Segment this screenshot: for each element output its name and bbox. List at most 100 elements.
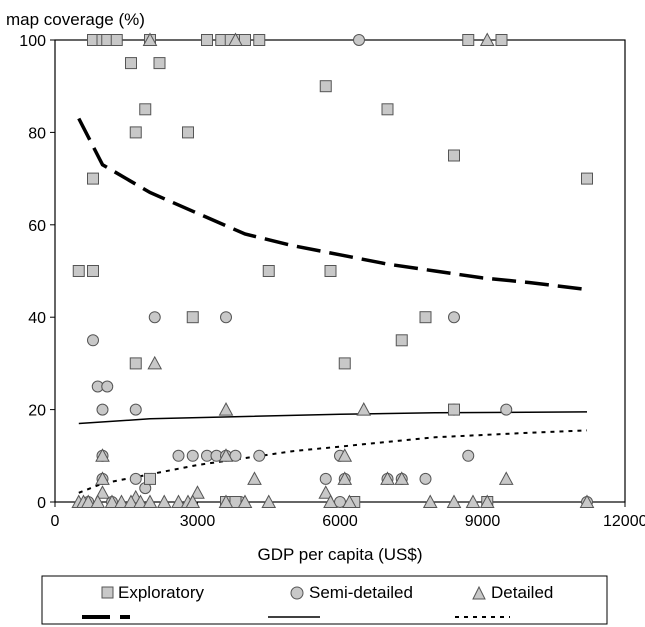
point-detailed — [147, 355, 163, 370]
point-semi-detailed — [253, 449, 266, 462]
point-detailed — [218, 448, 234, 462]
point-exploratory — [186, 311, 199, 324]
point-exploratory — [87, 172, 99, 185]
point-semi-detailed — [186, 449, 199, 462]
point-exploratory — [462, 34, 475, 46]
point-exploratory — [448, 149, 460, 162]
point-semi-detailed — [319, 472, 332, 485]
x-tick-label: 3000 — [180, 513, 216, 530]
legend-marker-detailed — [472, 585, 486, 600]
point-detailed — [394, 471, 410, 485]
point-detailed — [237, 494, 253, 508]
point-exploratory — [144, 472, 156, 485]
legend-marker-exploratory — [101, 586, 114, 599]
point-detailed — [95, 471, 110, 485]
point-exploratory — [495, 34, 508, 46]
point-semi-detailed — [129, 472, 142, 485]
point-semi-detailed — [448, 311, 460, 324]
point-exploratory — [125, 57, 137, 70]
legend-label-semi-detailed: Semi-detailed — [309, 583, 413, 602]
point-exploratory — [319, 80, 332, 93]
point-detailed — [422, 494, 438, 508]
point-semi-detailed — [129, 403, 142, 416]
x-tick-label: 0 — [51, 513, 60, 530]
point-detailed — [356, 402, 372, 416]
point-semi-detailed — [148, 311, 161, 324]
point-exploratory — [201, 34, 213, 46]
point-semi-detailed — [172, 449, 185, 462]
point-exploratory — [395, 334, 408, 347]
y-axis-title: map coverage (%) — [6, 10, 145, 29]
point-semi-detailed — [96, 403, 109, 416]
point-detailed — [446, 494, 462, 508]
point-detailed — [90, 494, 106, 508]
point-detailed — [133, 494, 148, 508]
point-detailed — [80, 494, 96, 508]
point-detailed — [142, 32, 158, 46]
point-detailed — [337, 471, 353, 485]
point-detailed — [380, 471, 395, 485]
point-detailed — [337, 448, 353, 462]
point-exploratory — [324, 265, 337, 277]
point-exploratory — [129, 126, 142, 139]
legend-box — [41, 575, 608, 625]
point-detailed — [95, 485, 110, 499]
point-semi-detailed — [462, 449, 475, 462]
point-detailed — [95, 448, 110, 462]
legend-marker-semi-detailed — [290, 586, 304, 600]
point-exploratory — [253, 34, 266, 46]
point-exploratory — [182, 126, 194, 139]
point-exploratory — [381, 103, 394, 116]
x-tick-label: 12000 — [603, 513, 645, 530]
point-detailed — [261, 494, 277, 508]
point-semi-detailed — [220, 311, 232, 324]
point-detailed — [498, 471, 514, 485]
point-semi-detailed — [101, 380, 114, 393]
legend-label-detailed: Detailed — [491, 583, 553, 602]
point-detailed — [579, 494, 595, 508]
point-detailed — [342, 494, 357, 508]
point-exploratory — [448, 403, 460, 416]
trend-line-short-dash — [78, 429, 588, 494]
point-exploratory — [110, 34, 123, 46]
y-tick-label: 80 — [28, 125, 46, 142]
point-detailed — [465, 494, 481, 508]
legend-label-exploratory: Exploratory — [118, 583, 204, 602]
point-detailed — [156, 494, 172, 508]
point-detailed — [142, 494, 158, 508]
point-exploratory — [139, 103, 152, 116]
y-tick-label: 40 — [28, 310, 46, 327]
point-detailed — [185, 494, 201, 508]
point-detailed — [479, 494, 495, 508]
point-detailed — [123, 494, 139, 508]
point-semi-detailed — [419, 472, 432, 485]
point-detailed — [318, 485, 334, 499]
y-tick-label: 0 — [37, 495, 46, 512]
trend-line-solid — [78, 411, 588, 425]
point-semi-detailed — [500, 403, 513, 416]
point-detailed — [104, 494, 120, 508]
x-axis-title: GDP per capita (US$) — [257, 545, 422, 564]
point-semi-detailed — [87, 334, 99, 347]
point-detailed — [323, 494, 338, 508]
point-detailed — [114, 494, 129, 508]
point-semi-detailed — [353, 34, 365, 46]
y-tick-label: 100 — [19, 33, 46, 50]
trend-line-long-dash — [77, 117, 588, 292]
point-detailed — [218, 494, 234, 508]
point-exploratory — [72, 265, 85, 277]
x-tick-label: 6000 — [322, 513, 358, 530]
point-exploratory — [153, 57, 166, 70]
point-detailed — [171, 494, 186, 508]
point-detailed — [479, 32, 495, 46]
point-exploratory — [419, 311, 432, 324]
point-exploratory — [338, 357, 351, 370]
point-exploratory — [129, 357, 142, 370]
y-tick-label: 20 — [28, 403, 46, 420]
point-detailed — [228, 32, 243, 46]
x-tick-label: 9000 — [465, 513, 501, 530]
point-detailed — [247, 471, 262, 485]
point-detailed — [190, 485, 205, 499]
point-exploratory — [262, 265, 275, 277]
